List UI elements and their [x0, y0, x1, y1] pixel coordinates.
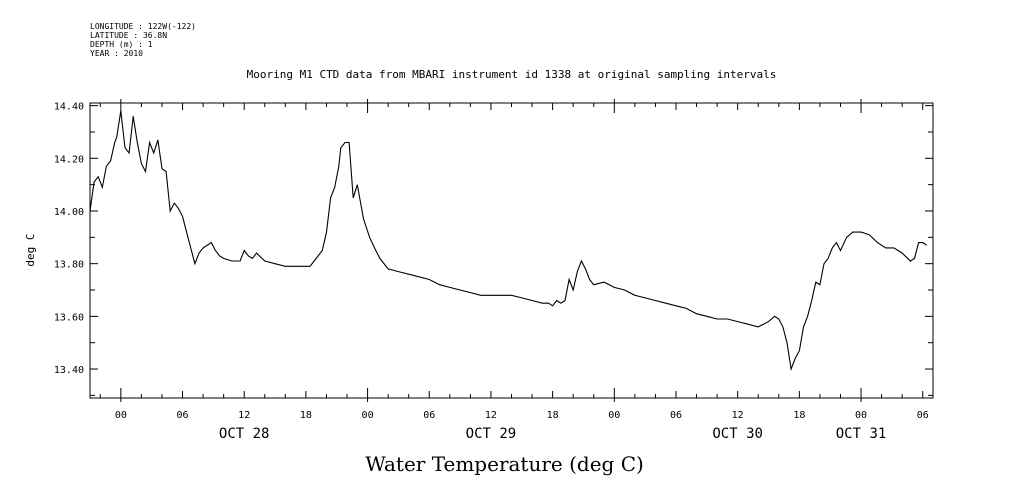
- x-tick-label: 00: [855, 410, 867, 421]
- x-tick-label: 18: [547, 410, 559, 421]
- longitude-label: LONGITUDE : 122W(-122): [90, 22, 196, 31]
- x-tick-labels: 00 06 12 18 00 06 12 18 00 06 12 18 00 06: [115, 410, 929, 421]
- day-label: OCT 30: [712, 426, 763, 442]
- day-label: OCT 31: [836, 426, 887, 442]
- x-tick-label: 12: [732, 410, 744, 421]
- x-tick-label: 06: [423, 410, 435, 421]
- x-tick-label: 00: [115, 410, 127, 421]
- day-labels: OCT 28 OCT 29 OCT 30 OCT 31: [219, 426, 886, 442]
- depth-label: DEPTH (m) : 1: [90, 40, 153, 49]
- day-label: OCT 29: [466, 426, 517, 442]
- y-tick-label: 13.80: [54, 260, 84, 271]
- x-tick-label: 06: [917, 410, 929, 421]
- x-tick-label: 06: [177, 410, 189, 421]
- x-tick-label: 18: [793, 410, 805, 421]
- x-tick-label: 12: [238, 410, 250, 421]
- day-label: OCT 28: [219, 426, 270, 442]
- x-tick-label: 12: [485, 410, 497, 421]
- y-tick-label: 13.60: [54, 312, 84, 323]
- x-tick-label: 00: [362, 410, 374, 421]
- chart-title: Mooring M1 CTD data from MBARI instrumen…: [246, 68, 777, 81]
- y-tick-labels: 13.40 13.60 13.80 14.00 14.20 14.40: [54, 102, 84, 376]
- y-axis-label: deg C: [24, 233, 37, 266]
- x-tick-label: 00: [608, 410, 620, 421]
- y-tick-label: 14.00: [54, 207, 84, 218]
- year-label: YEAR : 2010: [90, 49, 143, 58]
- y-tick-label: 14.40: [54, 102, 84, 113]
- y-tick-label: 14.20: [54, 154, 84, 165]
- figure-caption: Water Temperature (deg C): [365, 452, 644, 476]
- latitude-label: LATITUDE : 36.8N: [90, 31, 168, 40]
- series-line: [89, 110, 928, 372]
- tick-marks: [90, 99, 933, 402]
- plot-frame: [89, 102, 934, 399]
- y-tick-label: 13.40: [54, 365, 84, 376]
- x-tick-label: 06: [670, 410, 682, 421]
- x-tick-label: 18: [300, 410, 312, 421]
